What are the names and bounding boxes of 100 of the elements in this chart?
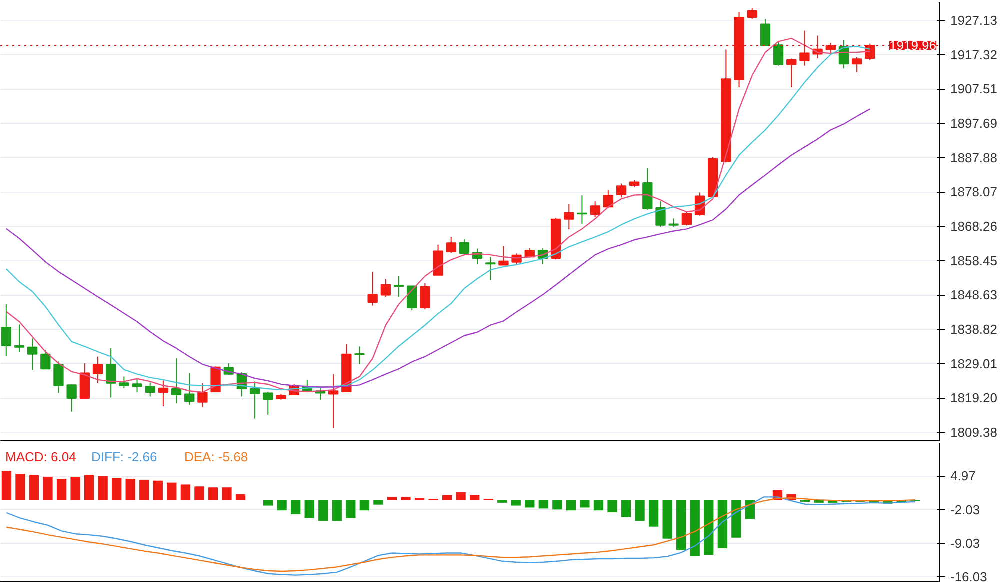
bar [525, 500, 535, 508]
y-tick-label: 1897.69 [950, 116, 998, 132]
candlestick [328, 374, 339, 429]
bar [442, 495, 452, 500]
candlestick [616, 183, 627, 198]
bar [608, 500, 618, 513]
bar [70, 477, 80, 500]
bar [374, 500, 384, 505]
bar [84, 475, 94, 500]
candlestick [14, 324, 25, 352]
candlestick [407, 286, 418, 311]
candlestick [747, 8, 758, 20]
bar [304, 500, 314, 518]
candlestick [54, 361, 64, 394]
candlestick [786, 58, 797, 88]
candlestick [132, 378, 142, 394]
y-tick-label: 1878.07 [950, 184, 998, 200]
candlestick [368, 271, 378, 306]
candlestick [92, 356, 104, 384]
bar [456, 492, 466, 500]
bar [511, 500, 521, 506]
y-tick-label: 1838.82 [950, 322, 998, 337]
candlestick [420, 282, 430, 310]
candlestick [773, 42, 784, 66]
y-tick-label: 1809.38 [950, 424, 998, 440]
bar [360, 500, 370, 511]
bar [2, 471, 12, 500]
candlestick [486, 256, 496, 281]
y-tick-label: 1907.51 [950, 82, 998, 97]
bar [16, 474, 26, 500]
candlestick [564, 203, 574, 230]
bar [690, 500, 700, 556]
bar [566, 500, 576, 511]
candlestick [682, 210, 692, 226]
bar [387, 497, 398, 500]
candlestick [119, 376, 130, 389]
candlestick [40, 350, 51, 370]
y-tick-label: 1868.26 [950, 219, 998, 234]
bar [621, 500, 632, 518]
bar [222, 488, 232, 500]
bar [401, 497, 411, 500]
bar [552, 500, 562, 510]
bar [470, 495, 480, 500]
candlestick [380, 278, 391, 298]
candlestick [354, 346, 365, 365]
bar [208, 488, 218, 500]
bar [346, 500, 356, 518]
bar [318, 500, 328, 522]
y-tick-label: 1848.63 [950, 288, 998, 303]
y-tick-label: 4.97 [950, 468, 976, 484]
y-tick-label: 1887.88 [950, 150, 998, 166]
candlestick [394, 276, 404, 298]
bar [29, 475, 40, 500]
bar [594, 500, 604, 511]
bar [648, 500, 659, 527]
bar [580, 500, 590, 508]
bar [43, 477, 53, 500]
candlestick [263, 391, 274, 416]
candlestick [27, 338, 38, 371]
bar [167, 482, 177, 500]
y-tick-label: 1927.13 [950, 13, 998, 28]
y-tick-label: -16.03 [950, 569, 988, 582]
bar [56, 478, 67, 500]
bar [112, 478, 122, 500]
bar [126, 478, 136, 500]
bar [291, 500, 301, 514]
candlestick [459, 238, 470, 255]
candlestick [198, 382, 208, 408]
y-tick-label: -9.03 [950, 536, 980, 551]
y-tick-label: 1829.01 [950, 356, 998, 372]
bar [332, 500, 342, 522]
candlestick [250, 381, 260, 420]
bar [635, 500, 645, 522]
bar [194, 486, 204, 500]
bar [538, 500, 548, 509]
bar [236, 494, 246, 500]
candlestick [656, 201, 666, 228]
y-tick-label: 1917.32 [950, 47, 998, 62]
candlestick [66, 384, 77, 412]
bar [662, 500, 672, 539]
candlestick [852, 56, 862, 73]
bar [676, 500, 686, 550]
y-tick-label: -2.03 [950, 502, 980, 518]
candlestick [498, 246, 509, 266]
bar [498, 500, 508, 503]
candlestick [145, 382, 156, 398]
candlestick [106, 348, 116, 398]
bar [140, 480, 150, 500]
bar [180, 484, 191, 500]
candlestick [446, 236, 456, 254]
bar [704, 500, 714, 556]
bar [277, 500, 287, 511]
candlestick [590, 201, 600, 218]
candlestick [1, 304, 12, 357]
y-tick-label: 1819.20 [950, 390, 998, 406]
bar [98, 476, 108, 500]
bar [718, 500, 728, 548]
series-label: MACD: 6.04 [6, 450, 76, 464]
ref-line-label: 1919.96 [890, 38, 937, 54]
bar [732, 500, 742, 538]
